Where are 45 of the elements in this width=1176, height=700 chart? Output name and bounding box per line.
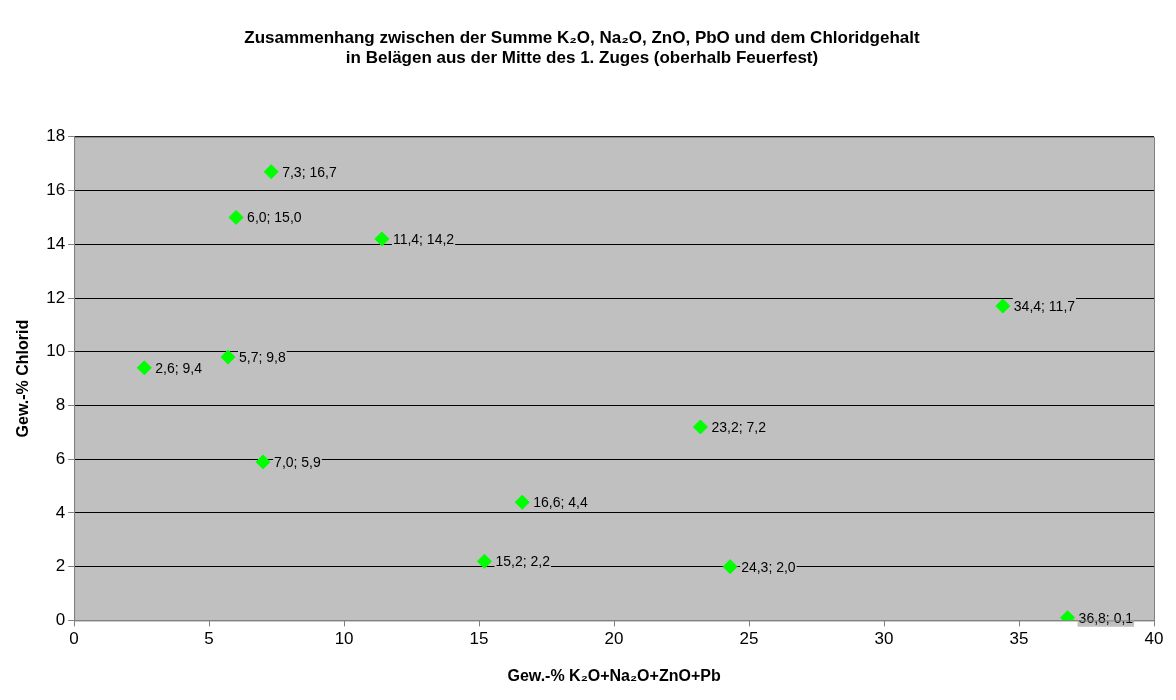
data-label: 23,2; 7,2 xyxy=(711,418,767,435)
y-tick-label: 8 xyxy=(55,395,66,415)
point xyxy=(995,298,1011,314)
x-tick-label: 30 xyxy=(874,629,894,649)
y-axis-title: Gew.-% Chlorid xyxy=(14,319,32,438)
x-tick-label: 40 xyxy=(1144,629,1164,649)
y-tick-label: 4 xyxy=(55,502,66,522)
data-label: 24,3; 2,0 xyxy=(741,558,796,575)
y-tick-label: 16 xyxy=(46,180,66,200)
x-axis-title: Gew.-% K₂O+Na₂O+ZnO+Pb xyxy=(507,666,721,684)
x-tick-label: 35 xyxy=(1009,629,1029,649)
y-tick-label: 12 xyxy=(46,287,66,307)
x-tick-label: 25 xyxy=(739,629,759,649)
y-tick-label: 14 xyxy=(46,233,66,253)
data-label: 11,4; 14,2 xyxy=(392,230,455,247)
y-tick-label: 2 xyxy=(55,556,66,576)
data-label: 5,7; 9,8 xyxy=(238,348,286,365)
data-label: 16,6; 4,4 xyxy=(533,494,588,511)
y-tick-label: 10 xyxy=(46,341,66,361)
data-label: 36,8; 0,1 xyxy=(1078,609,1134,626)
point xyxy=(476,553,492,569)
chart-title: Zusammenhang zwischen der Summe K₂O, Na₂O, ZnO, PbO und dem Chloridgehalt in Belägen aus der Mitte des 1. Zuges (oberhalb Feuerfest) xyxy=(244,27,921,68)
x-tick-label: 5 xyxy=(204,629,214,649)
y-tick-label: 6 xyxy=(55,448,66,468)
data-label: 34,4; 11,7 xyxy=(1013,297,1076,314)
data-label: 6,0; 15,0 xyxy=(247,209,302,226)
point xyxy=(228,209,244,225)
data-label: 2,6; 9,4 xyxy=(155,359,203,376)
x-tick-label: 10 xyxy=(334,629,354,649)
point xyxy=(722,559,738,575)
point xyxy=(692,419,708,435)
point xyxy=(136,360,152,376)
data-label: 7,0; 5,9 xyxy=(274,453,322,470)
x-tick-label: 0 xyxy=(69,629,79,649)
x-tick-label: 20 xyxy=(604,629,624,649)
point xyxy=(263,164,279,180)
data-label: 15,2; 2,2 xyxy=(495,553,551,570)
point xyxy=(374,231,390,247)
data-label: 7,3; 16,7 xyxy=(282,163,337,180)
y-tick-label: 18 xyxy=(46,126,66,146)
x-tick-label: 15 xyxy=(469,629,489,649)
point xyxy=(255,454,271,470)
y-tick-label: 0 xyxy=(55,610,66,630)
point xyxy=(514,494,530,510)
point xyxy=(220,349,236,365)
